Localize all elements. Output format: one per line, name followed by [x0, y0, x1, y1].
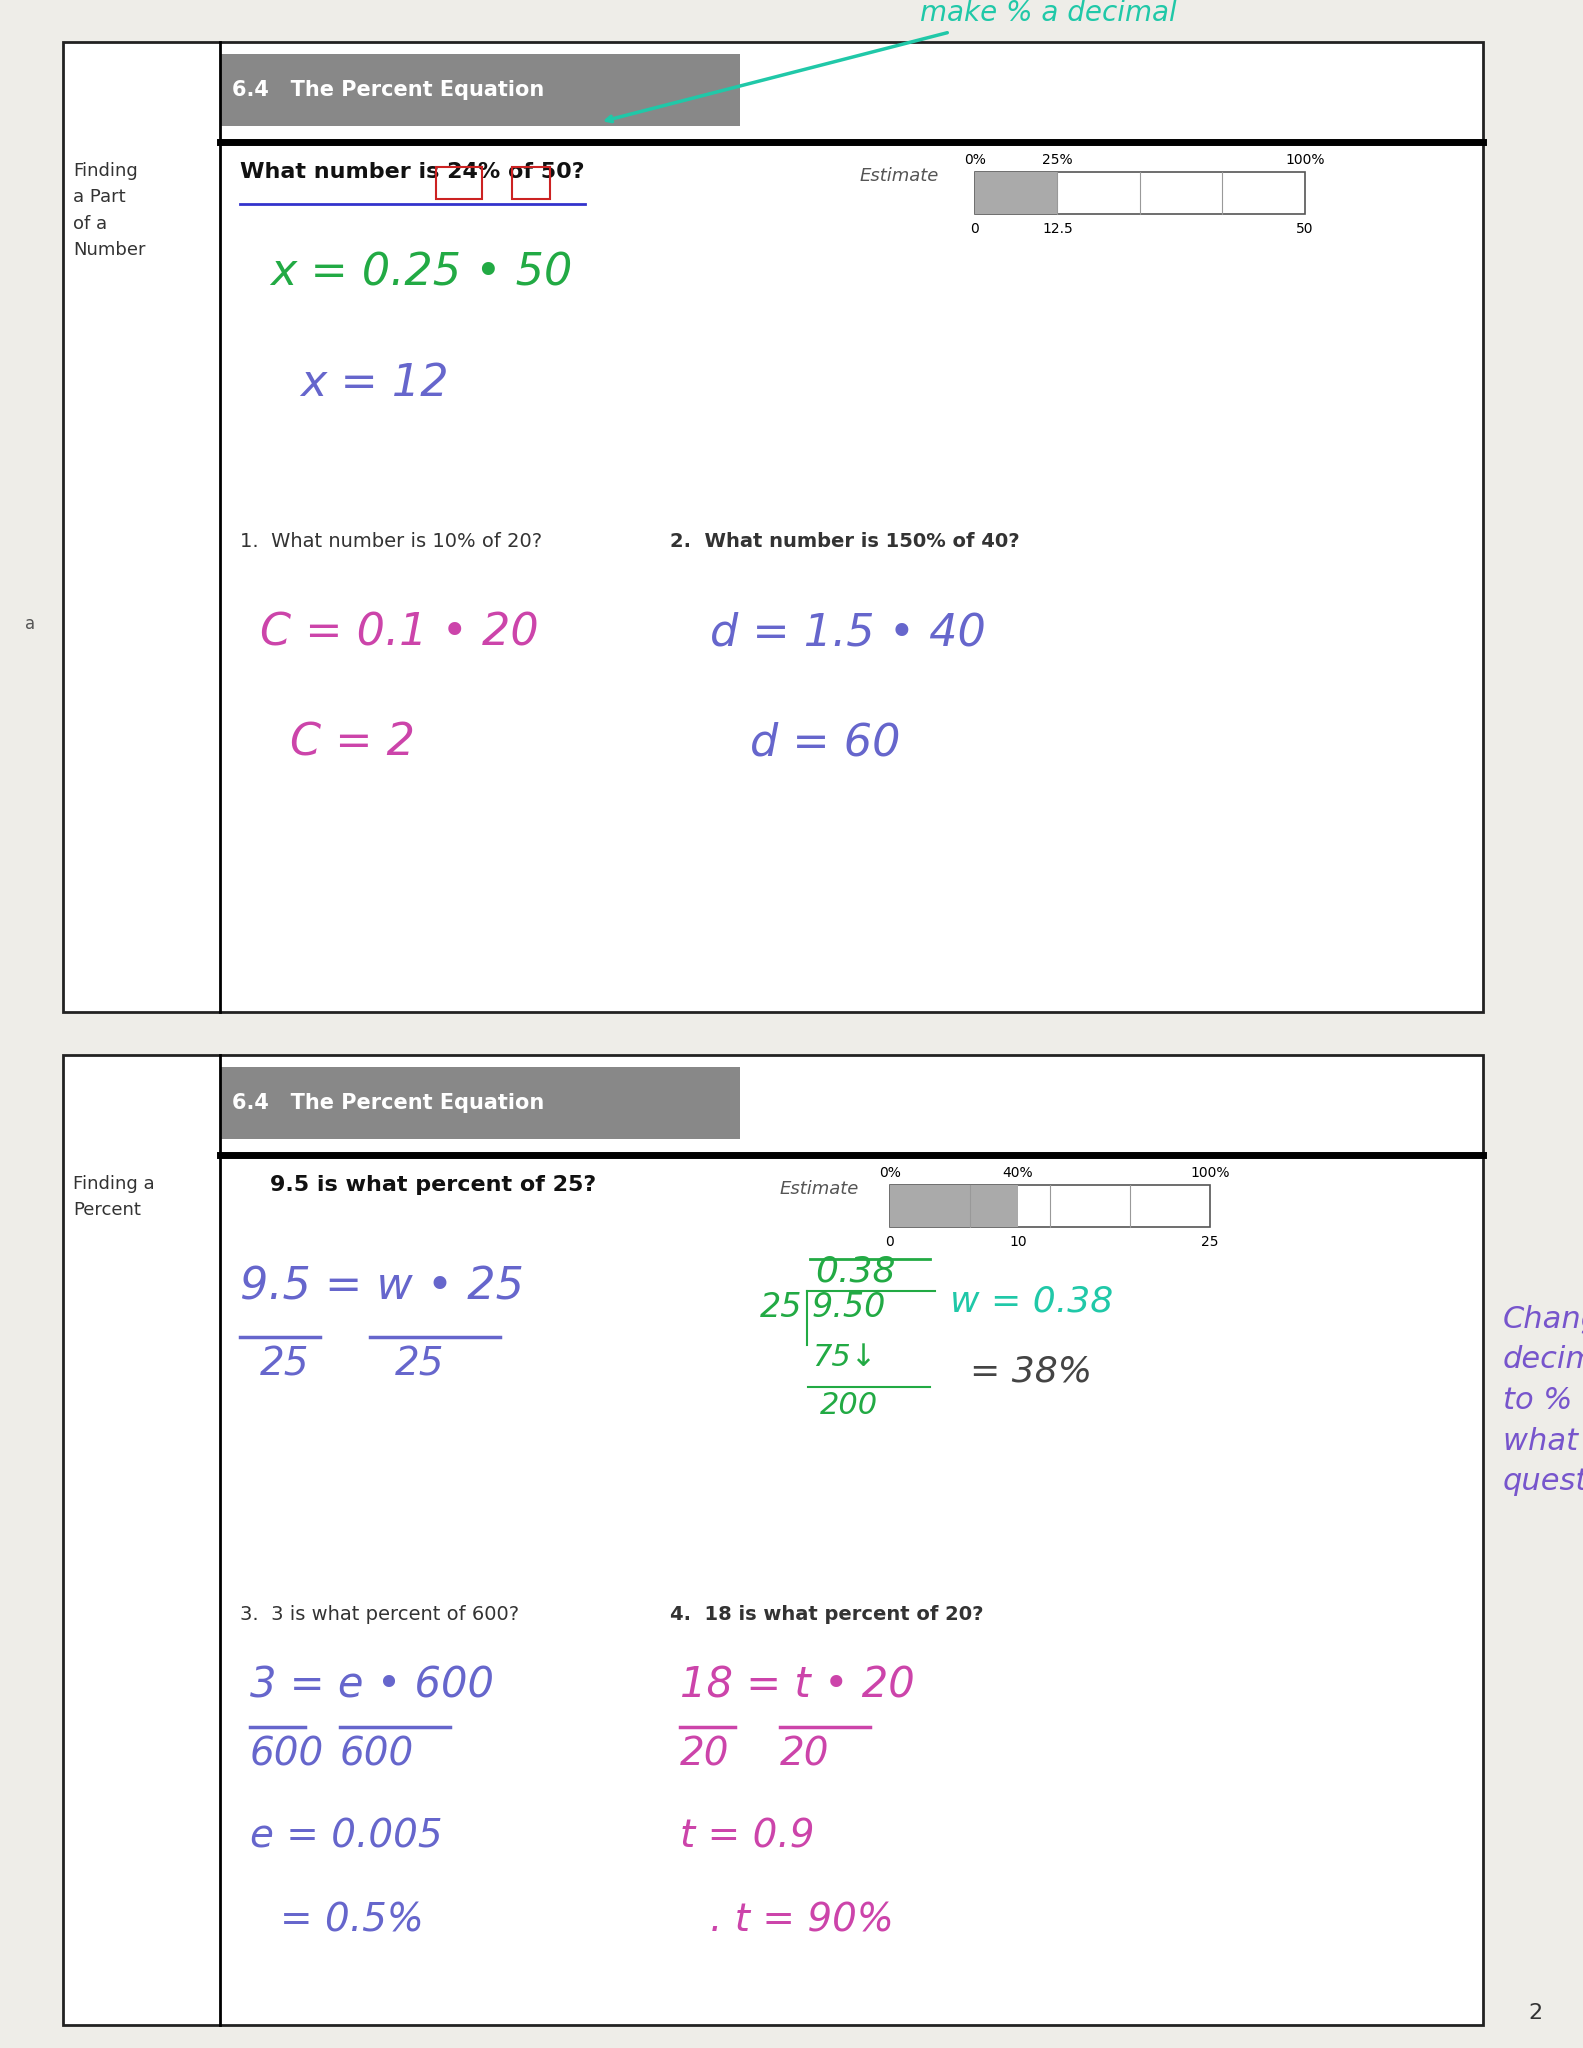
Bar [220, 1067, 739, 1139]
Text: 0.38: 0.38 [815, 1255, 896, 1288]
Text: e = 0.005: e = 0.005 [250, 1817, 443, 1855]
Text: C = 0.1 • 20: C = 0.1 • 20 [260, 612, 538, 655]
Bar [220, 53, 739, 127]
Bar [63, 1055, 1483, 2025]
Text: C = 2: C = 2 [290, 723, 415, 766]
Text: 600: 600 [250, 1735, 325, 1774]
Text: t = 0.9: t = 0.9 [681, 1817, 815, 1855]
Text: 0: 0 [970, 221, 980, 236]
Bar [890, 1186, 1018, 1227]
Text: Estimate: Estimate [860, 168, 939, 184]
Text: Finding
a Part
of a
Number: Finding a Part of a Number [73, 162, 146, 260]
Bar [435, 168, 481, 199]
Text: x = 12: x = 12 [301, 362, 448, 406]
Text: w = 0.38: w = 0.38 [950, 1284, 1113, 1319]
Text: a: a [25, 614, 35, 633]
Text: . t = 90%: . t = 90% [711, 1903, 894, 1939]
Bar [511, 168, 549, 199]
Text: 9.5 is what percent of 25?: 9.5 is what percent of 25? [271, 1176, 597, 1194]
Text: 25%: 25% [1042, 154, 1073, 168]
Text: 12.5: 12.5 [1042, 221, 1073, 236]
Text: 600: 600 [340, 1735, 415, 1774]
Text: 9.5 = w • 25: 9.5 = w • 25 [241, 1266, 524, 1309]
Text: make % a decimal: make % a decimal [920, 0, 1176, 27]
Text: d = 1.5 • 40: d = 1.5 • 40 [711, 612, 986, 655]
Text: 1.  What number is 10% of 20?: 1. What number is 10% of 20? [241, 532, 541, 551]
Bar [975, 172, 1304, 213]
Text: 0: 0 [885, 1235, 894, 1249]
Text: Finding a
Percent: Finding a Percent [73, 1176, 155, 1219]
Text: 20: 20 [681, 1735, 730, 1774]
Text: 9.50: 9.50 [812, 1290, 886, 1323]
Text: = 0.5%: = 0.5% [280, 1903, 424, 1939]
Text: 40%: 40% [1002, 1165, 1034, 1180]
Text: 3 = e • 600: 3 = e • 600 [250, 1665, 494, 1706]
Text: 25: 25 [760, 1290, 803, 1323]
Text: 20: 20 [780, 1735, 829, 1774]
Text: 25: 25 [1201, 1235, 1219, 1249]
Text: = 38%: = 38% [970, 1356, 1092, 1389]
Text: 0%: 0% [964, 154, 986, 168]
Text: 4.  18 is what percent of 20?: 4. 18 is what percent of 20? [670, 1606, 983, 1624]
Text: 18 = t • 20: 18 = t • 20 [681, 1665, 915, 1706]
Text: 100%: 100% [1190, 1165, 1230, 1180]
Text: 3.  3 is what percent of 600?: 3. 3 is what percent of 600? [241, 1606, 519, 1624]
Text: 2.  What number is 150% of 40?: 2. What number is 150% of 40? [670, 532, 1019, 551]
Bar [890, 1186, 1209, 1227]
Text: Estimate: Estimate [780, 1180, 860, 1198]
Bar [63, 43, 1483, 1012]
Text: 2: 2 [1529, 2003, 1543, 2023]
Text: 200: 200 [820, 1391, 879, 1419]
Text: d = 60: d = 60 [750, 723, 901, 766]
Text: 100%: 100% [1285, 154, 1325, 168]
Text: 6.4   The Percent Equation: 6.4 The Percent Equation [233, 80, 545, 100]
Text: 10: 10 [1010, 1235, 1027, 1249]
Text: x = 0.25 • 50: x = 0.25 • 50 [271, 252, 573, 295]
Bar [975, 172, 1057, 213]
Text: 25: 25 [260, 1346, 310, 1382]
Text: 50: 50 [1296, 221, 1314, 236]
Text: 6.4   The Percent Equation: 6.4 The Percent Equation [233, 1094, 545, 1112]
Text: 75↓: 75↓ [812, 1343, 877, 1372]
Text: 0%: 0% [879, 1165, 901, 1180]
Text: Change
decimals
to % for
what %
questions: Change decimals to % for what % question… [1502, 1305, 1583, 1495]
Text: What number is 24% of 50?: What number is 24% of 50? [241, 162, 584, 182]
Text: 25: 25 [396, 1346, 445, 1382]
